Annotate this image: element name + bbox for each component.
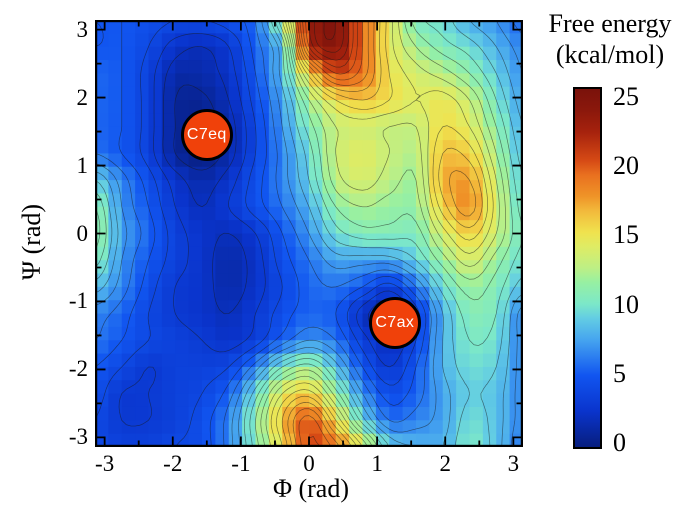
x-tick-label: -1 xyxy=(231,451,251,476)
colorbar-title-line1: Free energy xyxy=(548,9,672,38)
contour-heatmap-canvas xyxy=(95,20,523,447)
y-axis-label: Ψ (rad) xyxy=(17,203,46,281)
x-tick-label: 1 xyxy=(371,451,383,476)
colorbar-tick-label: 10 xyxy=(613,289,639,319)
x-axis-label: Φ (rad) xyxy=(272,474,350,503)
y-tick-label: 0 xyxy=(76,220,89,246)
y-tick-label: 1 xyxy=(76,152,89,178)
c7ax-marker-label: C7ax xyxy=(375,314,415,332)
c7eq-marker-label: C7eq xyxy=(186,125,227,143)
y-tick-label: -1 xyxy=(68,288,88,314)
x-tick-label: 2 xyxy=(439,451,451,476)
y-tick-label: 3 xyxy=(76,16,89,42)
x-tick-label: -2 xyxy=(163,451,183,476)
colorbar-title-line2: (kcal/mol) xyxy=(555,40,665,69)
colorbar-title: Free energy (kcal/mol) xyxy=(521,8,699,70)
colorbar-tick-label: 15 xyxy=(613,220,639,250)
x-tick-label: 3 xyxy=(507,451,520,476)
colorbar-tick-label: 5 xyxy=(613,358,626,388)
colorbar-tick-label: 0 xyxy=(613,428,626,457)
c7eq-minimum-marker: C7eq xyxy=(180,108,233,161)
y-tick-label: 2 xyxy=(76,84,89,110)
colorbar-tick-label: 25 xyxy=(613,82,639,111)
colorbar-tick-label: 20 xyxy=(613,151,639,181)
x-tick-label: 0 xyxy=(303,451,315,476)
y-tick-label: -2 xyxy=(68,356,88,382)
y-tick-label: -3 xyxy=(68,424,88,450)
colorbar-gradient xyxy=(573,87,602,449)
x-tick-label: -3 xyxy=(95,451,115,476)
c7ax-minimum-marker: C7ax xyxy=(368,297,421,350)
